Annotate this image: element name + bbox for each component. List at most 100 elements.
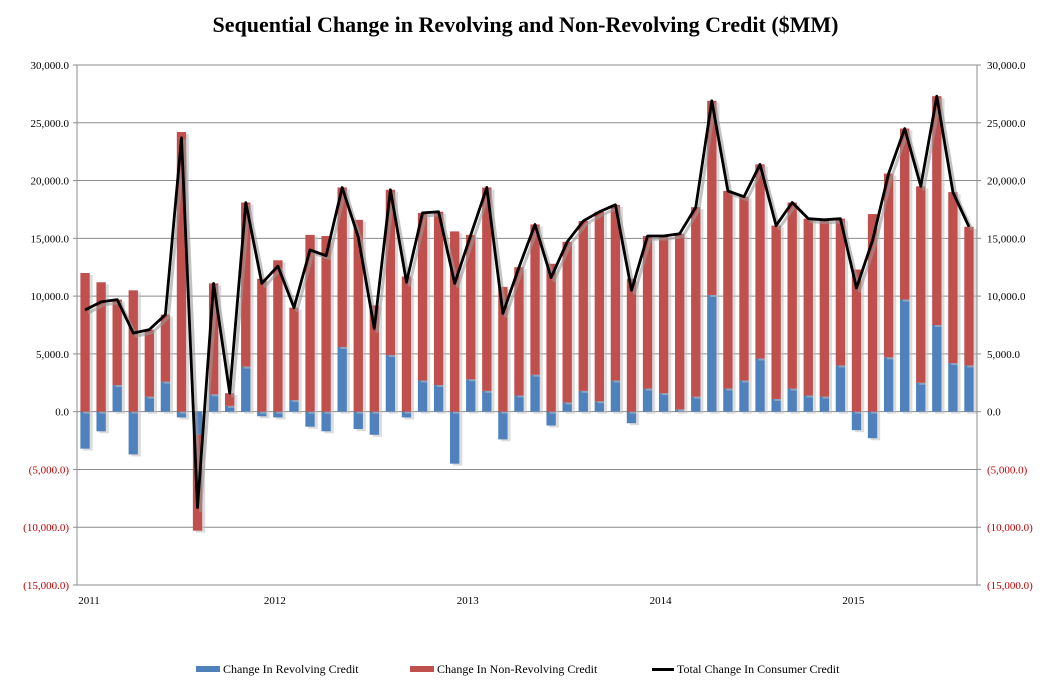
chart-plot: 30,000.0 30,000.0 25,000.0 25,000.0 20,000.0…	[23, 60, 1033, 607]
bar-revolving	[176, 411, 187, 418]
bar-revolving	[337, 346, 347, 412]
y-tick-label-left: 0.0	[55, 407, 69, 419]
y-tick-label-right: 0.0	[987, 407, 1001, 419]
y-tick-label-left: (5,000.0)	[29, 464, 70, 476]
bar-non-revolving	[675, 233, 685, 410]
legend-item-non-revolving: Change In Non-Revolving Credit	[410, 660, 597, 678]
bar-revolving	[128, 411, 138, 455]
y-tick-label-right: (10,000.0)	[987, 522, 1033, 534]
bar-non-revolving	[916, 186, 926, 383]
line-total	[84, 94, 971, 509]
bar-non-revolving	[257, 278, 267, 412]
y-tick-label-right: (15,000.0)	[987, 580, 1033, 592]
bar-revolving	[546, 411, 556, 426]
bar-revolving	[80, 411, 90, 449]
bar-revolving	[450, 411, 460, 464]
bar-non-revolving	[835, 218, 846, 366]
bar-revolving	[771, 398, 781, 412]
bar-revolving	[803, 395, 813, 412]
bar-revolving	[562, 402, 572, 412]
bar-non-revolving	[80, 273, 90, 412]
bar-revolving	[916, 382, 926, 412]
bar-revolving	[385, 355, 396, 412]
bar-non-revolving	[482, 187, 492, 391]
bar-non-revolving	[225, 393, 235, 406]
bar-non-revolving	[273, 260, 283, 412]
bar-revolving	[466, 379, 476, 412]
bar-non-revolving	[369, 305, 379, 412]
bar-non-revolving	[900, 128, 910, 300]
bar-non-revolving	[128, 290, 138, 412]
bar-non-revolving	[594, 211, 604, 402]
bar-non-revolving	[289, 307, 299, 401]
bar-revolving	[144, 396, 154, 412]
legend-line-total	[652, 667, 674, 671]
bar-revolving	[257, 411, 267, 417]
bar-revolving	[658, 393, 669, 412]
bar-non-revolving	[353, 219, 363, 412]
line-total-shadow	[87, 97, 974, 513]
legend-label-non-revolving: Change In Non-Revolving Credit	[437, 661, 598, 676]
bar-non-revolving	[562, 241, 572, 403]
bar-revolving	[321, 411, 331, 432]
bar-non-revolving	[691, 207, 701, 397]
bar-revolving	[112, 385, 122, 412]
bar-non-revolving	[546, 263, 556, 412]
bar-revolving	[530, 374, 540, 412]
bar-non-revolving	[112, 299, 122, 386]
x-tick-label: 2011	[78, 595, 100, 607]
bar-revolving	[755, 358, 765, 412]
legend-item-revolving: Change In Revolving Credit	[196, 660, 359, 678]
bar-revolving	[835, 365, 846, 412]
x-tick-label: 2015	[842, 595, 865, 607]
bar-non-revolving	[433, 211, 444, 386]
y-tick-label-left: 20,000.0	[31, 176, 70, 188]
bar-non-revolving	[707, 100, 717, 295]
bar-revolving	[401, 411, 412, 418]
bar-non-revolving	[626, 278, 637, 412]
bar-non-revolving	[530, 224, 540, 375]
bar-revolving	[225, 405, 235, 412]
bar-non-revolving	[739, 196, 749, 381]
bar-non-revolving	[803, 218, 813, 396]
bar-non-revolving	[176, 132, 187, 412]
bar-non-revolving	[450, 231, 460, 412]
bar-revolving	[241, 366, 251, 412]
legend-label-total: Total Change In Consumer Credit	[677, 661, 840, 676]
bar-non-revolving	[385, 189, 396, 356]
bar-non-revolving	[723, 190, 733, 389]
legend-label-revolving: Change In Revolving Credit	[223, 661, 359, 676]
bar-revolving	[932, 325, 942, 412]
y-tick-label-right: 20,000.0	[987, 176, 1026, 188]
bar-non-revolving	[851, 269, 862, 412]
bar-non-revolving	[819, 219, 829, 397]
y-tick-label-right: 5,000.0	[987, 349, 1021, 361]
bar-non-revolving	[578, 221, 588, 391]
bar-revolving	[305, 411, 315, 427]
bar-non-revolving	[883, 173, 894, 358]
bar-non-revolving	[241, 202, 251, 367]
bar-revolving	[353, 411, 363, 429]
bar-revolving	[498, 411, 508, 440]
bar-non-revolving	[610, 204, 621, 381]
bar-revolving	[160, 381, 171, 412]
bar-non-revolving	[417, 212, 428, 381]
bar-non-revolving	[466, 234, 476, 380]
y-tick-label-left: 30,000.0	[31, 60, 70, 72]
legend: Change In Revolving Credit Change In Non…	[0, 660, 1051, 680]
bar-revolving	[594, 401, 604, 412]
bar-non-revolving	[514, 267, 524, 396]
bar-non-revolving	[867, 214, 878, 412]
y-tick-label-right: 30,000.0	[987, 60, 1026, 72]
bar-non-revolving	[498, 286, 508, 412]
x-tick-label: 2014	[650, 595, 673, 607]
y-tick-label-right: 15,000.0	[987, 233, 1026, 245]
y-tick-label-right: (5,000.0)	[987, 464, 1028, 476]
bar-revolving	[883, 357, 894, 412]
bar-non-revolving	[160, 314, 171, 382]
bar-revolving	[707, 294, 717, 412]
bar-revolving	[642, 388, 653, 412]
bar-non-revolving	[337, 187, 347, 347]
bar-revolving	[851, 411, 862, 431]
bar-non-revolving	[771, 225, 781, 399]
